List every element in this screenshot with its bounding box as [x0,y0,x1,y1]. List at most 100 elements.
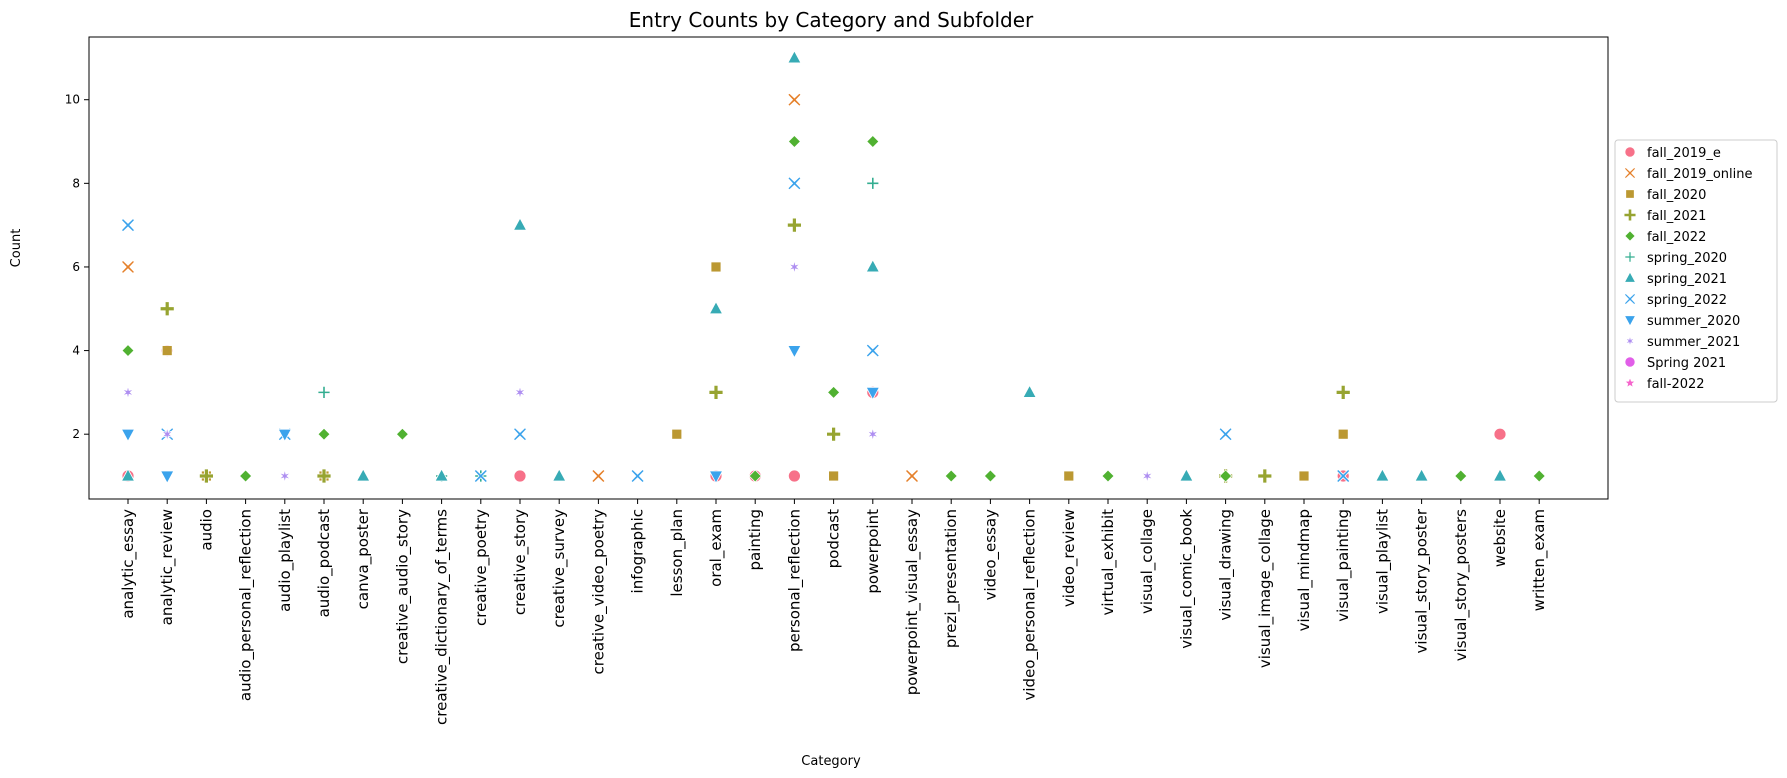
data-point [513,469,527,483]
data-point [1492,468,1508,482]
x-tick-label: creative_survey [550,509,569,628]
data-point [708,300,724,315]
legend-label: spring_2020 [1647,251,1727,266]
data-point [630,468,645,484]
chart-title: Entry Counts by Category and Subfolder [629,8,1034,32]
x-tick-label: analytic_review [158,509,177,625]
data-point [865,343,880,358]
legend-label: fall_2021 [1647,209,1706,224]
x-tick-label: visual_comic_book [1177,509,1196,649]
data-point [1414,468,1429,482]
x-tick-label: podcast [825,509,843,568]
series-summer_2021 [122,260,1154,483]
data-point [787,134,801,149]
data-point [356,468,371,482]
legend-label: Spring 2021 [1647,356,1726,371]
data-point [239,469,253,483]
data-point [121,344,135,358]
x-tick-label: visual_collage [1138,509,1157,614]
data-point [865,259,880,273]
data-point [512,217,528,231]
series-fall_2022 [121,134,1546,483]
x-tick-label: written_exam [1530,509,1549,611]
x-tick-label: audio [197,509,215,551]
data-point [1101,469,1115,483]
data-point [788,469,801,483]
x-tick-label: visual_story_poster [1413,508,1432,653]
legend-marker [1623,376,1637,389]
data-point [161,427,174,441]
data-point [512,427,528,442]
data-point [473,468,488,484]
data-point [983,469,997,483]
series-summer_2020 [120,345,880,484]
data-point [317,385,331,399]
data-point [395,427,409,441]
data-point [708,470,724,484]
legend-label: spring_2021 [1647,272,1727,287]
x-tick-label: creative_video_poetry [589,509,608,675]
legend-marker [1624,146,1636,158]
data-point [827,385,841,399]
data-point [787,50,802,64]
x-tick-label: website [1491,509,1509,567]
x-tick-label: visual_drawing [1217,509,1236,621]
data-point [1022,384,1037,398]
legend-label: fall-2022 [1647,377,1705,392]
data-point [1141,469,1154,483]
y-tick-label: 10 [65,93,80,107]
data-point [787,176,802,191]
legend: fall_2019_e fall_2019_online fall_2020fall… [1614,139,1778,403]
series-spring_2022 [120,176,1351,484]
data-point [866,134,880,149]
y-tick-label: 4 [72,344,80,358]
legend-marker [1624,230,1636,242]
data-point [120,428,136,443]
series-fall_2019_online [120,92,920,484]
data-point [591,468,606,484]
x-axis-label: Category [801,754,861,769]
x-tick-label: canva_poster [354,508,373,609]
data-point [120,259,136,275]
data-point [1335,384,1351,400]
data-point [787,217,802,233]
x-tick-label: prezi_presentation [942,509,961,648]
data-point [278,469,291,483]
data-point [787,345,802,359]
x-tick-label: video_essay [981,509,1000,601]
x-tick-label: creative_audio_story [393,509,412,664]
plot-frame [88,36,1609,500]
data-point [866,176,880,190]
data-point [1375,468,1390,482]
data-point [317,427,331,441]
y-tick-label: 2 [72,427,80,441]
data-point [865,386,880,401]
data-point [434,468,449,482]
x-tick-label: creative_story [511,509,530,615]
x-tick-label: infographic [629,509,647,593]
data-point [748,469,762,483]
data-point [708,384,724,400]
legend-marker [1623,271,1637,283]
x-tick-label: visual_mindmap [1295,509,1314,631]
x-tick-label: creative_poetry [472,509,491,626]
legend-marker [1623,166,1637,180]
x-tick-label: visual_story_posters [1452,509,1471,661]
series-spring_2021 [120,50,1508,482]
data-point [159,301,175,317]
legend-label: summer_2021 [1647,335,1740,350]
data-point [552,468,567,482]
data-point [1063,470,1075,482]
data-point [316,468,332,484]
data-point [1219,469,1233,483]
data-point [120,468,136,482]
data-point [1337,428,1349,440]
x-tick-label: visual_image_collage [1256,509,1275,668]
x-tick-label: lesson_plan [668,509,687,597]
series-fall_2020 [161,261,1349,482]
series-fall_2021 [159,217,1351,484]
series-fall_2019_e [121,344,1507,483]
x-tick-label: audio_playlist [276,509,295,612]
x-tick-label: video_review [1060,509,1079,607]
